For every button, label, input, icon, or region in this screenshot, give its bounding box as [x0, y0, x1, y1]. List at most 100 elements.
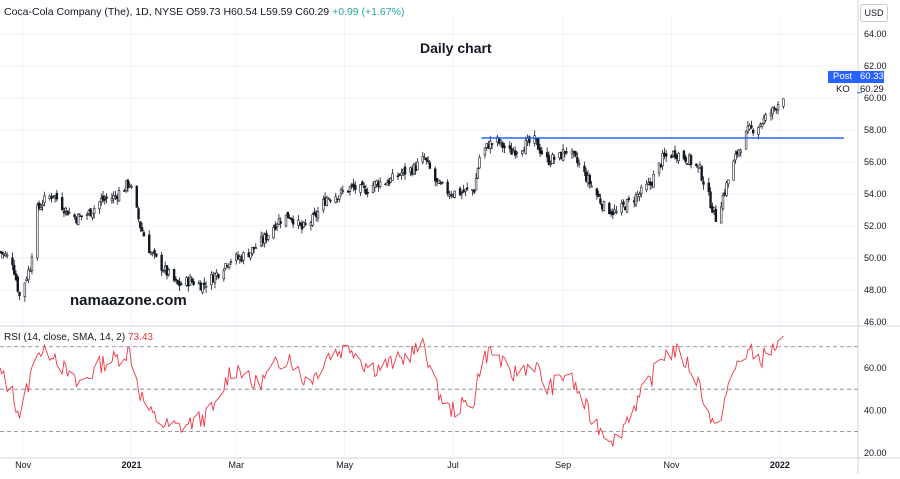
candle-body	[707, 182, 710, 193]
candle-body	[627, 198, 631, 200]
candle-body	[577, 163, 581, 166]
candle-body	[13, 264, 16, 275]
candle-body	[391, 173, 394, 181]
candle-body	[366, 191, 369, 194]
candle-body	[325, 197, 329, 206]
candle-body	[267, 235, 270, 240]
candle-body	[311, 214, 314, 226]
candle-body	[695, 163, 698, 166]
candle-body	[709, 191, 712, 208]
candle-body	[725, 182, 728, 196]
candle-body	[540, 150, 544, 155]
candle-body	[153, 249, 156, 254]
candle-body	[576, 157, 579, 164]
candle-body	[561, 149, 565, 161]
candle-body	[528, 136, 531, 144]
x-tick-label: Sep	[555, 460, 571, 470]
rsi-label: RSI (14, close, SMA, 14, 2)	[4, 332, 126, 343]
candle-body	[275, 223, 279, 228]
candle-body	[524, 140, 528, 154]
candle-body	[354, 184, 357, 190]
candle-body	[286, 211, 289, 219]
candle-body	[508, 145, 512, 149]
candle-body	[428, 162, 432, 169]
candle-body	[583, 165, 586, 172]
candle-body	[50, 196, 53, 199]
candle-body	[673, 150, 677, 158]
candle-body	[483, 147, 487, 156]
candle-body	[18, 291, 21, 297]
candle-body	[762, 117, 766, 124]
candle-body	[85, 214, 89, 216]
candle-body	[192, 281, 195, 285]
candle-body	[279, 221, 282, 224]
candle-body	[227, 263, 231, 268]
candle-body	[720, 206, 723, 224]
candle-body	[434, 168, 437, 182]
candle-body	[103, 198, 107, 201]
candle-body	[361, 181, 364, 186]
candle-body	[140, 227, 144, 232]
candle-body	[329, 199, 332, 202]
candle-body	[172, 269, 176, 281]
candle-body	[773, 107, 776, 110]
candle-body	[274, 224, 277, 230]
post-badge-value: 60.33	[860, 71, 884, 82]
candle-body	[290, 217, 293, 220]
candle-body	[68, 211, 71, 214]
candle-body	[460, 192, 464, 194]
candle-body	[327, 198, 330, 200]
price-y-tick-label: 54.00	[864, 189, 887, 199]
rsi-y-tick-label: 60.00	[864, 363, 887, 373]
candle-body	[638, 193, 641, 197]
candle-body	[645, 184, 648, 191]
candle-body	[588, 174, 591, 185]
candle-body	[425, 157, 428, 161]
candle-body	[599, 198, 602, 204]
candle-body	[135, 185, 138, 208]
candle-body	[126, 179, 130, 189]
ko-price-badge: KO 60.29	[836, 84, 884, 95]
candle-body	[201, 283, 204, 293]
candle-body	[764, 114, 767, 121]
x-tick-label: Nov	[663, 460, 680, 470]
currency-button[interactable]: USD	[860, 4, 888, 22]
candle-body	[400, 172, 403, 176]
candle-body	[620, 203, 623, 213]
candle-body	[553, 157, 556, 160]
x-tick-label: Nov	[15, 460, 32, 470]
candle-body	[734, 153, 737, 161]
candle-body	[661, 153, 664, 167]
candle-body	[101, 195, 105, 201]
candle-body	[732, 160, 735, 181]
candle-body	[155, 253, 158, 257]
candle-body	[117, 190, 121, 202]
candle-body	[771, 107, 774, 115]
candle-body	[590, 185, 593, 188]
candle-body	[574, 151, 577, 157]
price-y-tick-label: 52.00	[864, 221, 887, 231]
candle-body	[750, 125, 753, 128]
candle-body	[670, 155, 673, 159]
candle-body	[80, 215, 83, 218]
candle-body	[76, 213, 80, 226]
candle-body	[5, 254, 9, 257]
candle-body	[142, 232, 146, 237]
candle-body	[364, 188, 368, 195]
candle-body	[110, 198, 114, 202]
candle-body	[396, 175, 400, 178]
candle-body	[98, 201, 101, 210]
candle-body	[105, 196, 108, 199]
candle-body	[595, 188, 599, 196]
candle-body	[362, 185, 366, 188]
candle-body	[137, 208, 140, 220]
candle-body	[684, 156, 687, 163]
candle-body	[316, 211, 320, 219]
candle-body	[439, 182, 442, 185]
candle-body	[474, 178, 478, 191]
candle-body	[664, 153, 668, 157]
price-y-tick-label: 48.00	[864, 285, 887, 295]
price-change: +0.99 (+1.67%)	[332, 6, 405, 18]
candle-body	[441, 181, 444, 184]
candle-body	[378, 181, 382, 188]
